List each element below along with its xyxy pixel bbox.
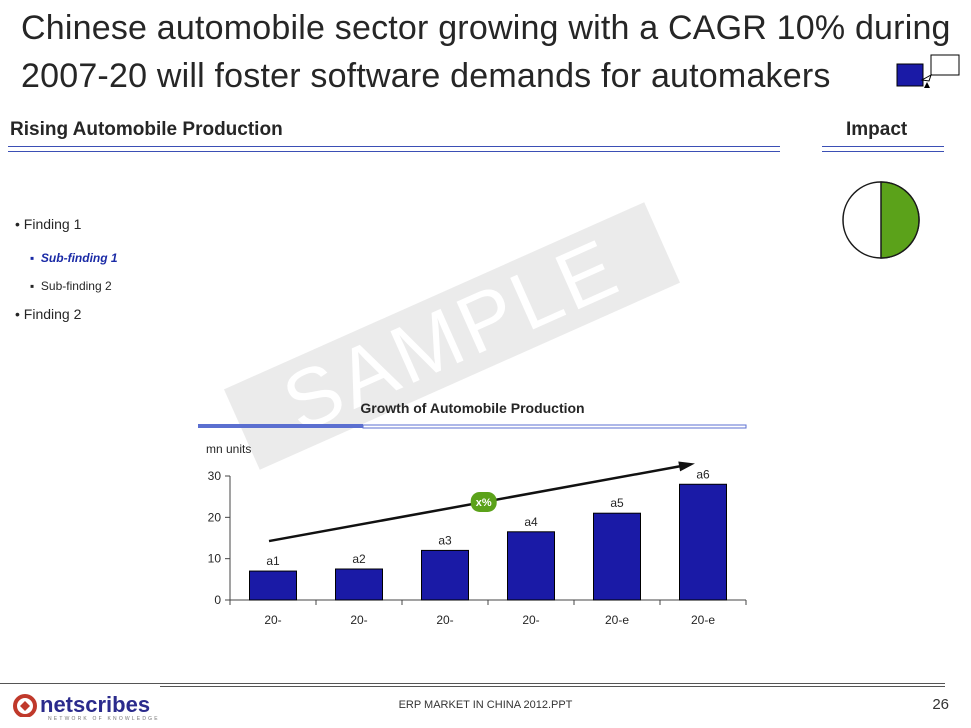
netscribes-logo: netscribes NETWORK OF KNOWLEDGE: [12, 692, 158, 722]
presentation-icon: [896, 54, 960, 88]
y-tick-label: 20: [208, 510, 222, 524]
data-label: a3: [438, 533, 452, 547]
slide-title: Chinese automobile sector growing with a…: [21, 4, 951, 100]
bar: [249, 570, 297, 601]
section-heading-left: Rising Automobile Production: [10, 119, 283, 140]
footer-rule-left: [0, 683, 160, 684]
trend-arrow-head: [678, 461, 695, 472]
data-label: a6: [696, 467, 710, 481]
chart-title: Growth of Automobile Production: [360, 400, 585, 416]
sub-finding-item: ▪ Sub-finding 1: [30, 251, 118, 265]
findings-list: • Finding 1 ▪ Sub-finding 1 ▪ Sub-findin…: [15, 213, 118, 337]
slide-title-line1: Chinese automobile sector growing with a…: [21, 9, 951, 47]
data-label: a1: [266, 554, 280, 568]
section-rule-left: [8, 146, 780, 152]
bar: [679, 483, 727, 601]
sub-finding-label: Sub-finding 1: [40, 251, 118, 265]
bar: [421, 549, 469, 601]
bar: [507, 531, 555, 601]
x-tick-label: 20-e: [605, 613, 629, 627]
impact-fill: [880, 181, 920, 259]
finding-item: • Finding 2: [15, 306, 82, 322]
footer-rule: [160, 683, 945, 687]
netscribes-logo-icon: [13, 694, 37, 717]
bar: [593, 512, 641, 601]
bar: [335, 568, 383, 601]
section-heading-right: Impact: [846, 119, 908, 140]
y-tick-label: 0: [214, 593, 221, 607]
impact-harvey-ball: [842, 181, 920, 259]
y-tick-label: 30: [208, 469, 222, 483]
data-label: a5: [610, 496, 624, 510]
slide-title-line2: 2007-20 will foster software demands for…: [21, 57, 831, 95]
sub-finding-item: ▪ Sub-finding 2: [30, 279, 112, 293]
x-tick-label: 20-: [264, 613, 281, 627]
page-number: 26: [932, 696, 949, 713]
x-tick-label: 20-: [522, 613, 539, 627]
x-tick-label: 20-e: [691, 613, 715, 627]
brand-name: netscribes: [40, 692, 151, 717]
footer-doc-name: ERP MARKET IN CHINA 2012.PPT: [398, 699, 573, 711]
finding-label: Finding 2: [23, 306, 82, 322]
y-axis-label: mn units: [206, 442, 251, 456]
x-tick-label: 20-: [436, 613, 453, 627]
x-tick-label: 20-: [350, 613, 367, 627]
chart-rule-light: [362, 424, 747, 429]
chart-rule-dark: [198, 424, 363, 428]
finding-label: Finding 1: [23, 216, 82, 232]
sub-finding-label: Sub-finding 2: [40, 279, 112, 293]
growth-badge: [470, 491, 497, 512]
finding-item: • Finding 1: [15, 216, 82, 232]
brand-tagline: NETWORK OF KNOWLEDGE: [48, 716, 160, 722]
data-label: a4: [524, 515, 538, 529]
section-rule-right: [822, 146, 944, 152]
growth-badge-label: x%: [476, 497, 492, 509]
data-label: a2: [352, 552, 366, 566]
y-tick-label: 10: [208, 552, 222, 566]
bar-chart: mn units 0 10 20 30 a1 20- a2 20- a3 20- a4 20- a5 20…: [198, 424, 747, 627]
